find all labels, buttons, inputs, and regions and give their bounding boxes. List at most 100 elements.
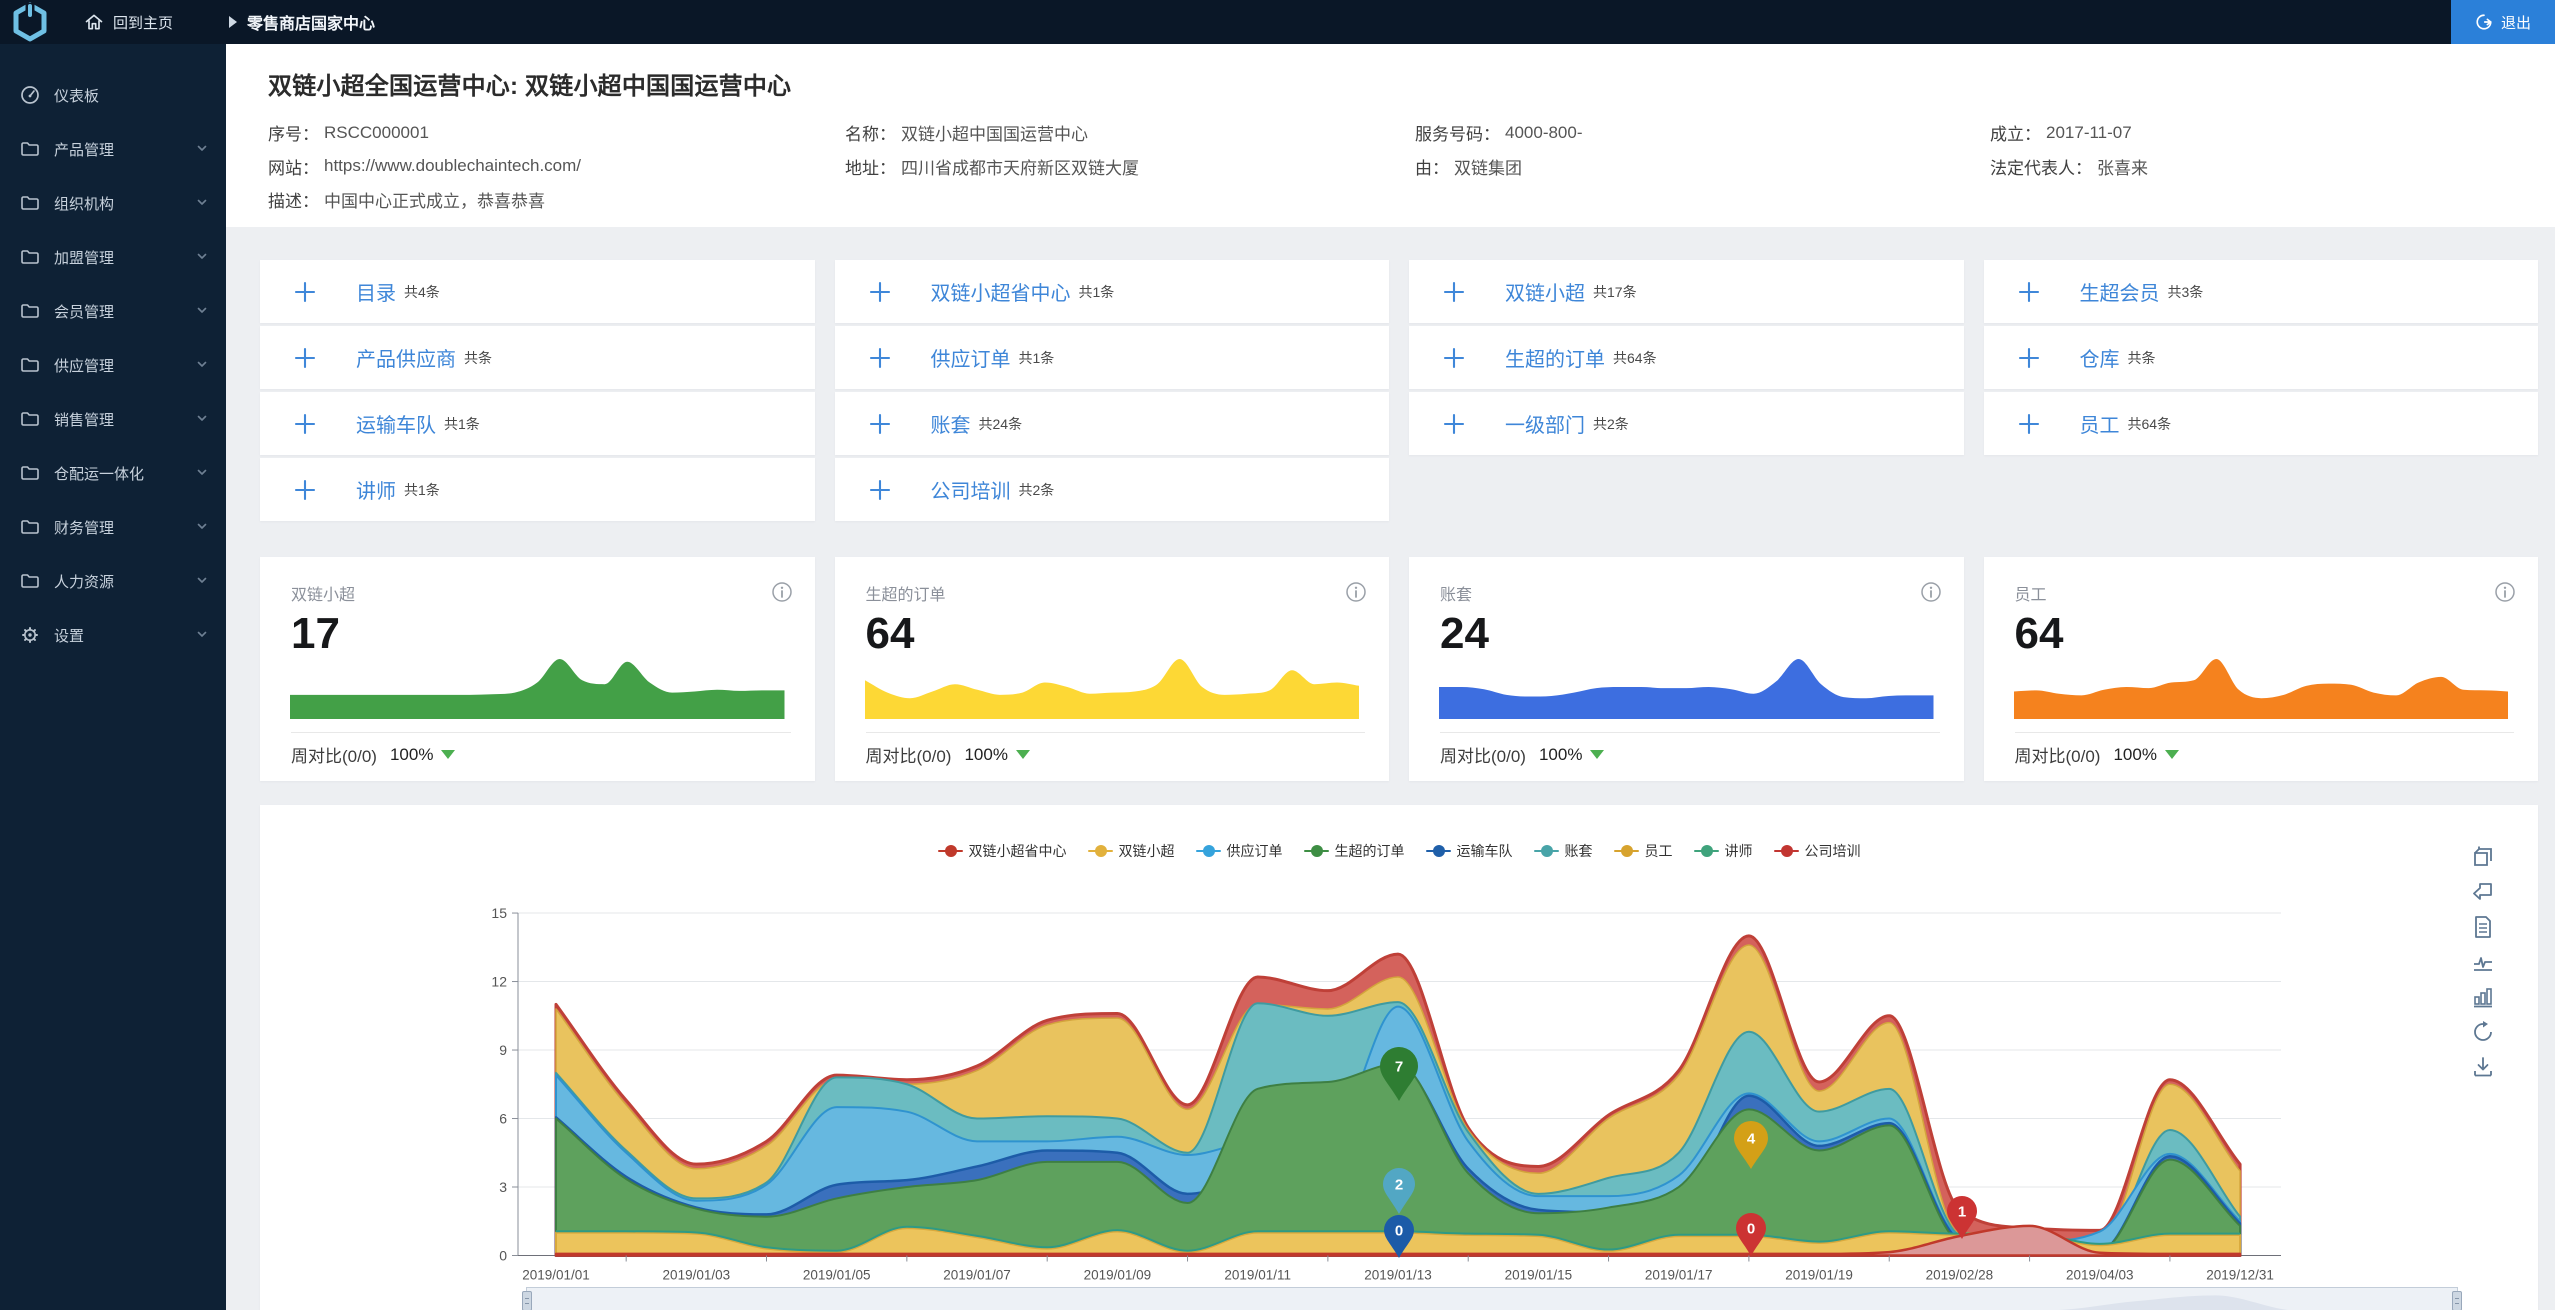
legend-item[interactable]: 运输车队 (1425, 841, 1513, 861)
quick-link-label[interactable]: 目录 (356, 283, 396, 305)
nav-home-label: 回到主页 (113, 14, 174, 32)
plus-icon[interactable] (2018, 281, 2040, 303)
legend-marker-icon (1087, 845, 1113, 857)
caret-down-icon[interactable] (1590, 750, 1605, 759)
sidebar-item-1[interactable]: 仪表板 (0, 68, 226, 122)
info-column-1: 序号： RSCC000001 网站： https://www.doublechaint… (268, 116, 581, 217)
sidebar-item-3[interactable]: 组织机构 (0, 176, 226, 230)
sidebar-item-5[interactable]: 会员管理 (0, 284, 226, 338)
plus-icon[interactable] (294, 413, 316, 435)
app-logo-icon[interactable] (10, 2, 50, 42)
legend-item[interactable]: 账套 (1533, 841, 1593, 861)
datazoom-slider[interactable] (522, 1287, 2462, 1310)
bar-chart-icon[interactable] (2471, 985, 2495, 1009)
plus-icon[interactable] (294, 479, 316, 501)
datazoom-right-handle[interactable] (2452, 1291, 2462, 1310)
plus-icon[interactable] (869, 281, 891, 303)
legend-item[interactable]: 员工 (1613, 841, 1673, 861)
info-icon[interactable] (1920, 581, 1942, 603)
breadcrumb-arrow-icon (229, 16, 238, 28)
info-field: 成立： 2017-11-07 (1990, 116, 2148, 150)
legend-item[interactable]: 供应订单 (1195, 841, 1283, 861)
info-field-label: 成立： (1990, 125, 2041, 145)
sidebar-item-7[interactable]: 销售管理 (0, 392, 226, 446)
sidebar-item-label: 设置 (54, 627, 85, 645)
quick-link-count: 共条 (2127, 349, 2156, 366)
plus-icon[interactable] (1443, 347, 1465, 369)
quick-link-card: 生超的订单 共64条 (1409, 326, 1964, 389)
data-view-icon[interactable] (2471, 915, 2495, 939)
quick-link-label[interactable]: 一级部门 (1505, 415, 1585, 437)
quick-link-label[interactable]: 仓库 (2079, 349, 2120, 371)
stat-sparkline (2013, 657, 2508, 719)
plus-icon[interactable] (869, 413, 891, 435)
legend-label: 员工 (1644, 843, 1673, 859)
quick-links-column-2: 双链小超省中心 共1条 供应订单 共1条 账套 共24条 公司培训 共2条 (834, 260, 1389, 524)
plus-icon[interactable] (294, 281, 316, 303)
info-field-label: 地址： (845, 158, 896, 178)
sidebar-item-9[interactable]: 财务管理 (0, 500, 226, 554)
plus-icon[interactable] (869, 347, 891, 369)
svg-text:2019/01/01: 2019/01/01 (522, 1268, 590, 1283)
svg-text:2019/01/09: 2019/01/09 (1084, 1268, 1152, 1283)
nav-home[interactable]: 回到主页 (84, 12, 173, 33)
quick-link-card: 目录 共4条 (260, 260, 815, 323)
undo-box-icon[interactable] (2471, 880, 2495, 904)
plus-icon[interactable] (869, 479, 891, 501)
line-chart-icon[interactable] (2471, 950, 2495, 974)
logout-button[interactable]: 退出 (2451, 0, 2555, 44)
datazoom-left-handle[interactable] (522, 1291, 532, 1310)
sidebar-item-2[interactable]: 产品管理 (0, 122, 226, 176)
sidebar-item-label: 仓配运一体化 (54, 465, 145, 483)
quick-link-label[interactable]: 员工 (2079, 415, 2120, 437)
quick-link-label[interactable]: 双链小超 (1505, 283, 1585, 305)
quick-link-label[interactable]: 产品供应商 (356, 349, 456, 371)
quick-link-label[interactable]: 公司培训 (930, 481, 1011, 503)
quick-link-card: 一级部门 共2条 (1409, 392, 1964, 455)
caret-down-icon[interactable] (441, 750, 456, 759)
download-icon[interactable] (2471, 1055, 2495, 1079)
info-icon[interactable] (1345, 581, 1367, 603)
caret-down-icon[interactable] (2164, 750, 2179, 759)
info-icon[interactable] (771, 581, 793, 603)
plus-icon[interactable] (294, 347, 316, 369)
legend-item[interactable]: 双链小超省中心 (937, 841, 1067, 861)
stat-card-3: 账套 24 周对比(0/0) 100% (1409, 557, 1964, 781)
svg-text:2019/02/28: 2019/02/28 (1926, 1268, 1994, 1283)
svg-text:0: 0 (1395, 1223, 1403, 1240)
sidebar-item-8[interactable]: 仓配运一体化 (0, 446, 226, 500)
quick-link-label[interactable]: 供应订单 (930, 349, 1011, 371)
restore-icon[interactable] (2471, 1020, 2495, 1044)
svg-text:2019/12/31: 2019/12/31 (2206, 1268, 2274, 1283)
quick-link-label[interactable]: 运输车队 (356, 415, 436, 437)
quick-link-label[interactable]: 生超的订单 (1505, 349, 1605, 371)
quick-link-label[interactable]: 双链小超省中心 (930, 283, 1071, 305)
quick-link-label[interactable]: 生超会员 (2079, 283, 2160, 305)
chart-marker-pin: 4 (1734, 1121, 1768, 1169)
quick-link-label[interactable]: 讲师 (356, 481, 396, 503)
plus-icon[interactable] (1443, 281, 1465, 303)
legend-item[interactable]: 讲师 (1693, 841, 1753, 861)
caret-down-icon[interactable] (1015, 750, 1030, 759)
sidebar-item-4[interactable]: 加盟管理 (0, 230, 226, 284)
chart-marker-pin: 7 (1380, 1047, 1418, 1101)
plus-icon[interactable] (2018, 347, 2040, 369)
info-icon[interactable] (2494, 581, 2516, 603)
topbar: 回到主页 零售商店国家中心 退出 (0, 0, 2555, 44)
sidebar-item-6[interactable]: 供应管理 (0, 338, 226, 392)
sidebar-item-10[interactable]: 人力资源 (0, 554, 226, 608)
legend-item[interactable]: 双链小超 (1087, 841, 1175, 861)
box-select-icon[interactable] (2471, 845, 2495, 869)
folder-icon (20, 517, 40, 537)
sidebar-item-11[interactable]: 设置 (0, 608, 226, 662)
quick-link-count: 共1条 (1078, 283, 1115, 300)
quick-link-count: 共64条 (2127, 415, 2172, 432)
quick-link-card: 产品供应商 共条 (260, 326, 815, 389)
quick-link-label[interactable]: 账套 (930, 415, 971, 437)
legend-item[interactable]: 生超的订单 (1303, 841, 1405, 861)
plus-icon[interactable] (2018, 413, 2040, 435)
plus-icon[interactable] (1443, 413, 1465, 435)
legend-item[interactable]: 公司培训 (1773, 841, 1861, 861)
chevron-down-icon (196, 519, 208, 536)
legend-marker-icon (1613, 845, 1639, 857)
